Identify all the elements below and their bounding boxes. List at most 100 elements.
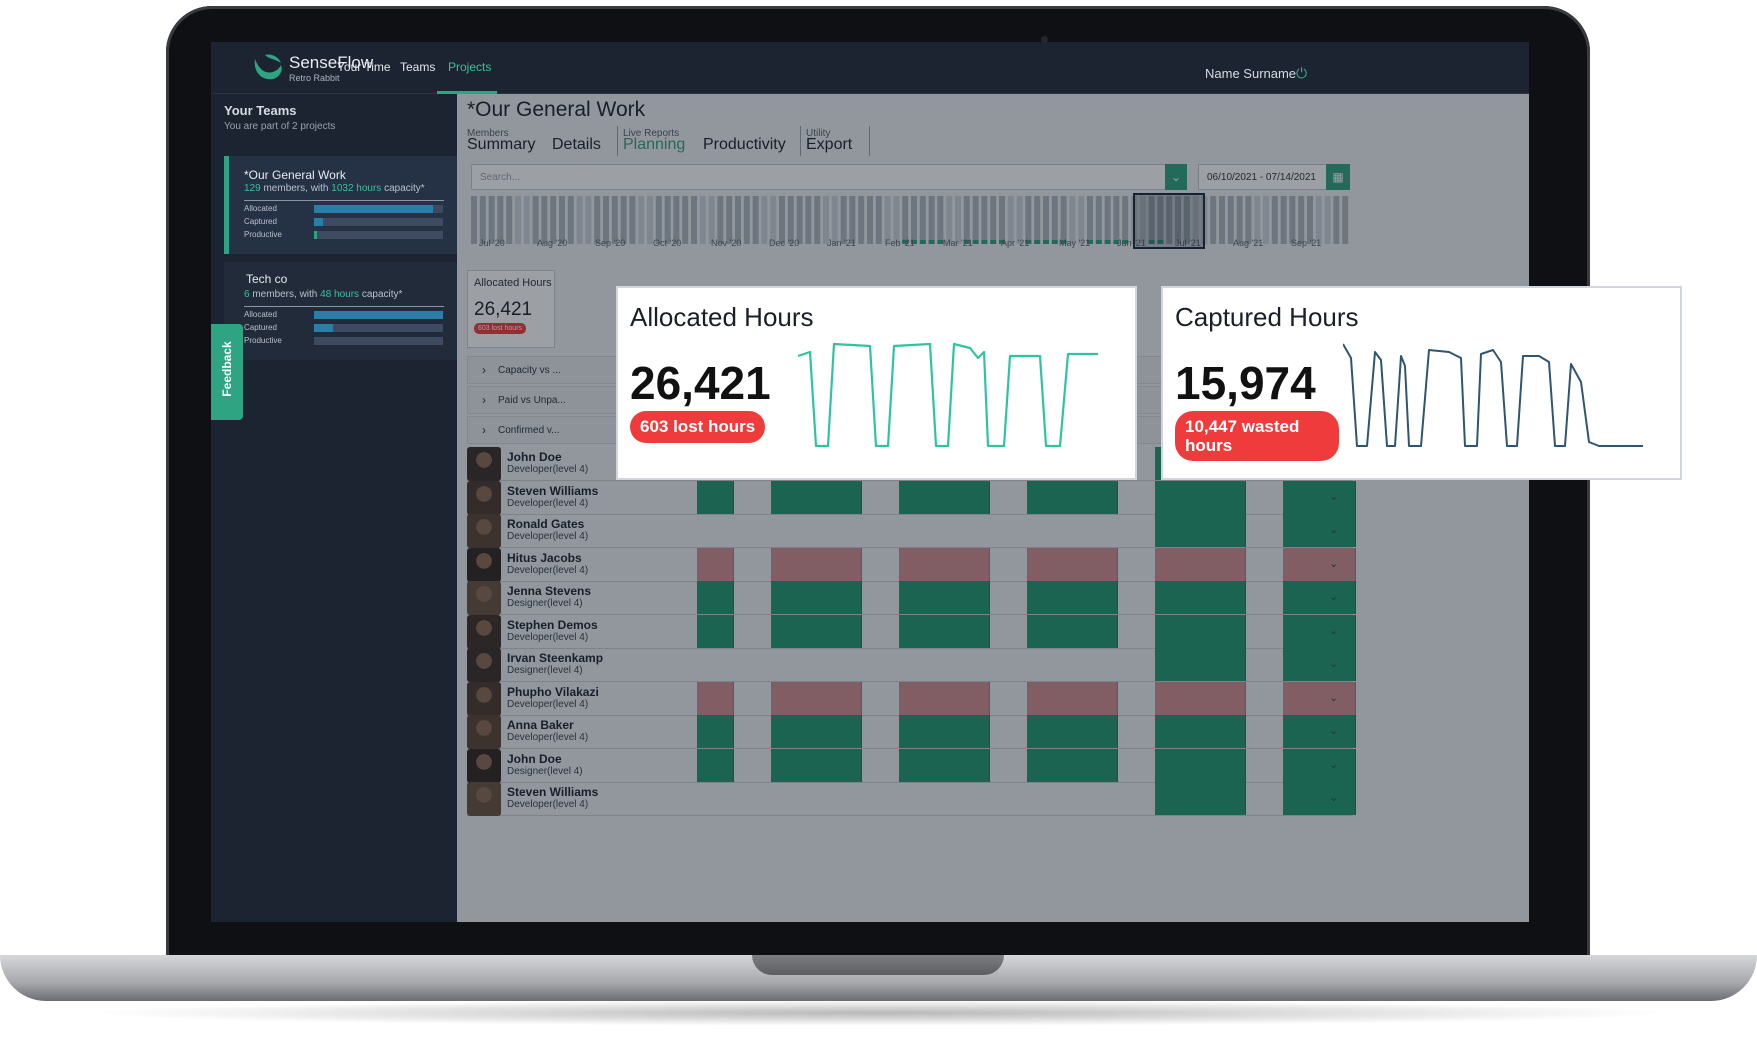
- allocation-cell[interactable]: [1209, 681, 1228, 715]
- allocation-cell[interactable]: [1155, 681, 1174, 715]
- allocation-cell[interactable]: [1337, 715, 1356, 748]
- allocation-cell[interactable]: [1283, 782, 1302, 815]
- allocation-cell[interactable]: [1027, 581, 1046, 614]
- allocation-cell[interactable]: [1063, 681, 1082, 715]
- allocation-cell[interactable]: [1191, 614, 1210, 648]
- allocation-cell[interactable]: [1337, 547, 1356, 581]
- allocation-cell[interactable]: [1081, 480, 1100, 514]
- allocation-cell[interactable]: [917, 480, 936, 514]
- allocation-cell[interactable]: [1027, 715, 1046, 748]
- allocation-cell[interactable]: [971, 547, 990, 581]
- allocation-cell[interactable]: [1283, 648, 1302, 681]
- allocation-cell[interactable]: [1227, 715, 1246, 748]
- allocation-cell[interactable]: [1155, 581, 1174, 614]
- allocation-cell[interactable]: [1173, 514, 1192, 547]
- allocation-cell[interactable]: [1155, 547, 1174, 581]
- allocation-cell[interactable]: [1191, 581, 1210, 614]
- allocation-cell[interactable]: [1155, 614, 1174, 648]
- allocation-cell[interactable]: [807, 581, 826, 614]
- allocation-cell[interactable]: [1173, 648, 1192, 681]
- allocation-cell[interactable]: [953, 681, 972, 715]
- allocation-cell[interactable]: [843, 681, 862, 715]
- allocation-cell[interactable]: [935, 715, 954, 748]
- allocation-cell[interactable]: [1173, 681, 1192, 715]
- allocation-cell[interactable]: [1227, 547, 1246, 581]
- allocation-cell[interactable]: [825, 547, 844, 581]
- table-row[interactable]: Ronald Gates Developer(level 4) ⌄: [467, 514, 1356, 548]
- allocation-cell[interactable]: [917, 614, 936, 648]
- allocation-cell[interactable]: [1045, 715, 1064, 748]
- allocation-cell[interactable]: [1337, 681, 1356, 715]
- allocation-cell[interactable]: [971, 581, 990, 614]
- allocation-cell[interactable]: [971, 614, 990, 648]
- allocation-cell[interactable]: [771, 480, 790, 514]
- allocation-cell[interactable]: [1191, 782, 1210, 815]
- nav-teams[interactable]: Teams: [400, 60, 436, 74]
- allocation-cell[interactable]: [1045, 748, 1064, 782]
- allocation-cell[interactable]: [1301, 715, 1320, 748]
- allocation-cell[interactable]: [1209, 648, 1228, 681]
- chevron-down-icon[interactable]: ⌄: [1329, 624, 1339, 637]
- allocation-cell[interactable]: [1337, 748, 1356, 782]
- team-card-tech-co[interactable]: Tech co 6 members, with 48 hours capacit…: [224, 262, 457, 360]
- table-row[interactable]: Anna Baker Developer(level 4) ⌄: [467, 715, 1356, 749]
- allocation-cell[interactable]: [1227, 514, 1246, 547]
- calendar-icon[interactable]: ▦: [1326, 164, 1350, 190]
- allocation-cell[interactable]: [715, 715, 734, 748]
- allocation-cell[interactable]: [1173, 547, 1192, 581]
- allocation-cell[interactable]: [1283, 547, 1302, 581]
- allocation-cell[interactable]: [1191, 480, 1210, 514]
- allocation-cell[interactable]: [899, 614, 918, 648]
- allocation-cell[interactable]: [1081, 681, 1100, 715]
- allocation-cell[interactable]: [697, 715, 716, 748]
- chevron-down-icon[interactable]: ⌄: [1329, 658, 1339, 670]
- allocation-cell[interactable]: [1173, 614, 1192, 648]
- allocation-cell[interactable]: [971, 480, 990, 514]
- allocation-cell[interactable]: [1227, 648, 1246, 681]
- allocation-cell[interactable]: [1045, 547, 1064, 581]
- allocation-cell[interactable]: [1173, 715, 1192, 748]
- allocation-cell[interactable]: [1191, 648, 1210, 681]
- allocation-cell[interactable]: [899, 480, 918, 514]
- allocation-cell[interactable]: [1227, 748, 1246, 782]
- allocation-cell[interactable]: [1155, 748, 1174, 782]
- table-row[interactable]: Hitus Jacobs Developer(level 4) ⌄: [467, 547, 1356, 582]
- allocation-cell[interactable]: [1081, 547, 1100, 581]
- allocation-cell[interactable]: [1081, 748, 1100, 782]
- allocation-cell[interactable]: [1081, 614, 1100, 648]
- table-row[interactable]: John Doe Designer(level 4) ⌄: [467, 748, 1356, 783]
- allocation-cell[interactable]: [807, 614, 826, 648]
- allocation-cell[interactable]: [1099, 581, 1118, 614]
- timeline-strip[interactable]: Jul '20 Aug '20 Sep '20 Oct '20 Nov '20 Dec '…: [467, 192, 1353, 250]
- allocation-cell[interactable]: [1063, 581, 1082, 614]
- allocation-cell[interactable]: [1099, 681, 1118, 715]
- chevron-down-icon[interactable]: ⌄: [1329, 792, 1339, 804]
- allocation-cell[interactable]: [1099, 715, 1118, 748]
- allocation-cell[interactable]: [935, 581, 954, 614]
- allocation-cell[interactable]: [843, 581, 862, 614]
- allocation-cell[interactable]: [1027, 480, 1046, 514]
- allocation-cell[interactable]: [771, 547, 790, 581]
- allocation-cell[interactable]: [917, 681, 936, 715]
- allocation-cell[interactable]: [1063, 748, 1082, 782]
- allocation-cell[interactable]: [825, 581, 844, 614]
- allocation-cell[interactable]: [789, 681, 808, 715]
- allocation-cell[interactable]: [1045, 480, 1064, 514]
- nav-projects[interactable]: Projects: [448, 60, 492, 74]
- allocation-cell[interactable]: [953, 748, 972, 782]
- allocation-cell[interactable]: [1283, 715, 1302, 748]
- allocation-cell[interactable]: [1155, 648, 1174, 681]
- allocation-cell[interactable]: [843, 480, 862, 514]
- allocation-cell[interactable]: [825, 480, 844, 514]
- tab-productivity[interactable]: Productivity: [703, 136, 786, 153]
- allocation-cell[interactable]: [1209, 514, 1228, 547]
- allocation-cell[interactable]: [953, 614, 972, 648]
- allocation-cell[interactable]: [1155, 782, 1174, 815]
- chevron-down-icon[interactable]: ⌄: [1165, 164, 1187, 190]
- nav-your-time[interactable]: Your Time: [337, 60, 391, 74]
- allocation-cell[interactable]: [843, 614, 862, 648]
- allocation-cell[interactable]: [1155, 514, 1174, 547]
- chevron-down-icon[interactable]: ⌄: [1329, 557, 1339, 570]
- table-row[interactable]: Irvan Steenkamp Designer(level 4) ⌄: [467, 648, 1356, 682]
- allocation-cell[interactable]: [1337, 581, 1356, 614]
